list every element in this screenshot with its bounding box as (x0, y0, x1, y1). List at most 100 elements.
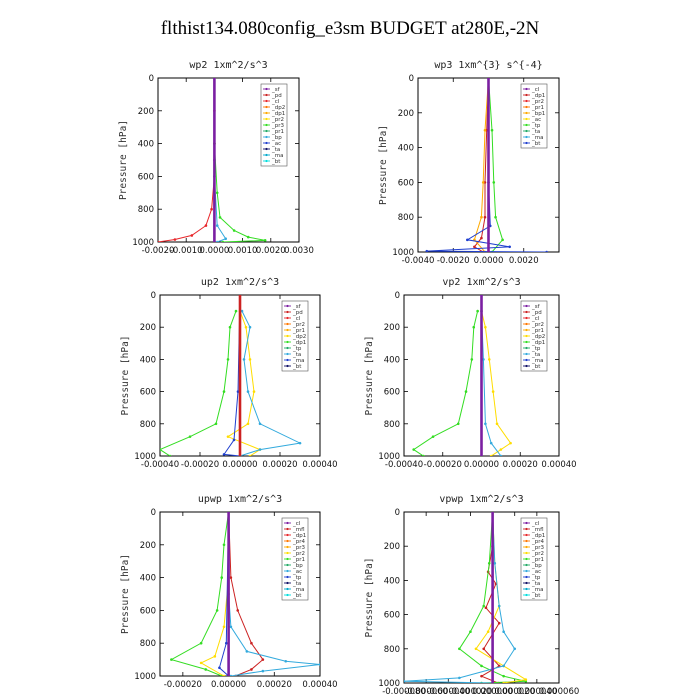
legend-marker (286, 322, 289, 326)
data-point_pd (236, 390, 240, 393)
legend-marker (265, 159, 268, 163)
series-line_pr1 (481, 310, 512, 456)
legend-marker (525, 575, 528, 579)
legend-entry: _bp1 (531, 111, 545, 117)
y-tick-label: 600 (138, 172, 154, 182)
y-tick-label: 200 (140, 323, 156, 333)
legend-entry: _pr1 (531, 557, 544, 563)
y-tick-label: 200 (140, 541, 156, 551)
y-tick-label: 200 (138, 107, 154, 117)
data-point_dp1 (236, 609, 240, 612)
data-point_bp (480, 664, 483, 668)
legend-entry: _tp (531, 575, 541, 581)
legend: _sf_pd_cl_dp2_dp1_pr2_pr3_pr1_bp_ac_ta_m… (260, 83, 288, 167)
legend-entry: _ac (292, 569, 302, 575)
legend-entry: _bt (531, 364, 541, 370)
y-tick-label: 0 (395, 508, 400, 518)
series-layer (160, 295, 302, 456)
legend-entry: _pr2 (292, 322, 305, 328)
legend-entry: _bt (531, 141, 541, 147)
legend-entry: _mfl (531, 527, 544, 533)
legend-entry: _pr2 (531, 551, 544, 557)
legend-marker (286, 334, 289, 338)
legend-marker (525, 545, 528, 549)
legend-entry: _cl (531, 87, 540, 93)
data-point_dp1 (228, 325, 232, 329)
data-point_dp1 (483, 215, 487, 219)
legend: _cl_mfl_dp1_pr4_pr3_pr2_pr1_bp_ac_tp_ta_… (281, 517, 309, 601)
legend-entry: _sf (292, 304, 302, 310)
data-point_dp1 (412, 448, 415, 451)
legend-marker (525, 587, 528, 591)
y-tick-label: 400 (398, 144, 414, 154)
legend-marker (265, 99, 268, 103)
legend-entry: _dp1 (292, 340, 306, 346)
x-tick-label: -0.0020 (142, 246, 175, 256)
legend-marker (286, 527, 289, 531)
legend-entry: _pd (292, 310, 303, 316)
data-point_pr1 (244, 325, 248, 329)
data-point_pr1 (486, 630, 490, 633)
legend-entry: _ma (531, 358, 543, 364)
legend-marker (525, 105, 528, 109)
y-tick-label: 0 (409, 74, 414, 84)
data-point_dp1 (476, 309, 479, 313)
data-point_bp (458, 647, 461, 651)
data-point_pr1 (218, 216, 222, 219)
legend-marker (525, 310, 528, 314)
data-point_bp1 (492, 181, 496, 184)
legend-entry: _pr1 (292, 557, 305, 563)
panel-2: wp3 1xm^{3} s^{-4} Pressure [hPa] 0 200 400 6… (378, 60, 560, 266)
data-point_bp1 (494, 215, 497, 219)
data-point_tp (248, 325, 252, 329)
x-tick-label: 0.000000 (472, 687, 513, 697)
legend-marker (286, 557, 289, 561)
data-point_pr1 (213, 655, 217, 658)
data-point_dp1 (464, 390, 468, 393)
legend-entry: _pr1 (292, 328, 305, 334)
series-line_dp1 (412, 310, 479, 456)
y-tick-label: 600 (384, 611, 400, 621)
y-tick-label: 1000 (392, 248, 414, 258)
legend-entry: _ta (292, 352, 301, 358)
legend-marker (525, 346, 528, 350)
x-tick-label: 0.0000 (474, 256, 504, 266)
x-tick-label: 0.00020 (257, 680, 292, 690)
data-point_pr1 (495, 422, 499, 426)
legend-marker (286, 545, 289, 549)
legend-marker (286, 340, 289, 344)
legend-marker (286, 316, 289, 320)
data-point_tp (545, 250, 548, 252)
data-point_pr1 (489, 454, 493, 456)
data-point_tp (484, 422, 487, 426)
data-point_dp1 (173, 238, 177, 241)
legend-entry: _pr3 (271, 123, 285, 129)
data-point_dp1 (497, 621, 501, 625)
legend-entry: _pd (271, 93, 282, 99)
data-point_dp1 (229, 576, 233, 579)
data-point_dp1 (484, 606, 488, 610)
legend-entry: _cl (531, 316, 540, 322)
data-point_bp (170, 658, 173, 661)
legend-marker (525, 117, 528, 121)
data-point_tp (229, 674, 233, 676)
x-tick-label: -0.0010 (170, 246, 203, 256)
data-point_dp1 (250, 641, 253, 645)
y-tick-label: 1000 (134, 672, 156, 682)
y-tick-label: 800 (140, 420, 156, 430)
legend-entry: _pr2 (531, 99, 544, 105)
y-tick-label: 0 (151, 291, 156, 301)
legend-marker (525, 316, 528, 320)
legend-entry: _cl (531, 521, 540, 527)
legend-marker (265, 93, 268, 97)
data-point_tp (229, 625, 233, 629)
x-tick-label: -0.000080 (382, 687, 426, 697)
legend: _sf_pd_cl_pr2_pr1_dp2_dp1_tp_ta_ma_bt (281, 300, 309, 372)
data-point_tp (261, 669, 265, 673)
x-tick-label: 0.00000 (464, 460, 499, 470)
data-point_tp (458, 676, 461, 680)
legend-box (281, 300, 309, 372)
series-layer (158, 78, 267, 242)
panel-title: upwp 1xm^2/s^3 (198, 494, 282, 505)
legend-marker (265, 111, 268, 115)
